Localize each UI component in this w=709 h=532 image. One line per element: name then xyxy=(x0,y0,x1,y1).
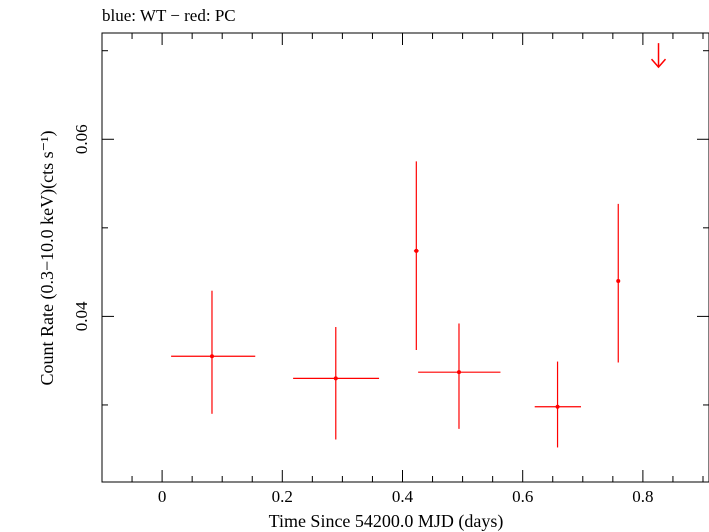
axis-tick-labels: 0 0.2 0.4 0.6 0.8 0.04 0.06 xyxy=(72,124,654,506)
plot-frame xyxy=(101,32,709,483)
data-point xyxy=(616,203,621,363)
upper-limit-arrow xyxy=(650,43,667,69)
x-axis-label: Time Since 54200.0 MJD (days) xyxy=(269,511,504,532)
chart-title: blue: WT − red: PC xyxy=(102,6,236,25)
data-point xyxy=(413,161,419,351)
upper-limit-head xyxy=(650,58,667,69)
y-tick-label: 0.04 xyxy=(72,301,91,331)
point-marker xyxy=(414,248,419,253)
y-tick-label: 0.06 xyxy=(72,124,91,154)
data-point xyxy=(418,323,501,429)
data-marks xyxy=(171,43,667,448)
point-marker xyxy=(555,404,560,409)
point-marker xyxy=(616,278,621,283)
x-tick-label: 0.8 xyxy=(632,487,653,506)
point-marker xyxy=(209,354,214,359)
y-axis-label: Count Rate (0.3−10.0 keV)(cts s⁻¹) xyxy=(37,130,58,385)
x-tick-label: 0.4 xyxy=(392,487,414,506)
x-tick-label: 0.6 xyxy=(512,487,533,506)
data-point xyxy=(171,290,256,414)
point-marker xyxy=(333,376,338,381)
data-point xyxy=(534,361,581,448)
x-tick-label: 0.2 xyxy=(272,487,293,506)
axis-ticks xyxy=(101,33,709,482)
x-tick-label: 0 xyxy=(158,487,167,506)
point-marker xyxy=(456,370,461,375)
data-point xyxy=(293,327,380,440)
